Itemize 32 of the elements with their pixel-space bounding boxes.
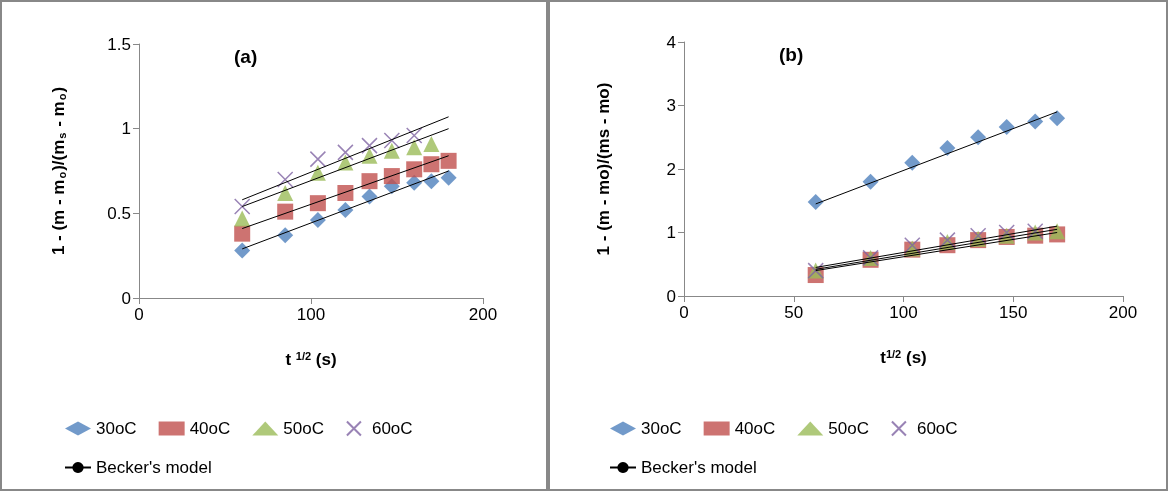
y-tick-label: 4 bbox=[666, 32, 676, 52]
chart-title: (b) bbox=[779, 44, 804, 65]
legend-label: 60oC bbox=[916, 419, 958, 438]
legend-label: 50oC bbox=[283, 419, 324, 438]
y-tick-label: 3 bbox=[666, 96, 676, 115]
legend-label: 40oC bbox=[189, 419, 231, 438]
x-tick-label: 0 bbox=[134, 305, 144, 324]
x-tick-label: 50 bbox=[784, 303, 804, 322]
x-tick-label: 200 bbox=[468, 305, 498, 324]
legend-label: Becker's model bbox=[641, 458, 757, 477]
y-tick-label: 0 bbox=[121, 288, 131, 308]
x-tick-label: 200 bbox=[1108, 303, 1138, 322]
legend-label: 40oC bbox=[734, 419, 776, 438]
y-axis-title: 1 - (m - mo)/(ms - mo) bbox=[49, 86, 68, 256]
y-tick-label: 1 bbox=[121, 119, 131, 139]
legend-label: 50oC bbox=[828, 419, 869, 438]
y-tick-label: 0 bbox=[666, 286, 676, 306]
x-tick-label: 150 bbox=[999, 303, 1028, 322]
x-tick-label: 100 bbox=[296, 305, 326, 324]
y-tick-label: 2 bbox=[666, 159, 676, 179]
x-tick-label: 0 bbox=[679, 303, 689, 322]
x-axis-title: t 1/2 (s) bbox=[285, 349, 337, 370]
legend-label: 30oC bbox=[641, 419, 682, 438]
x-tick-label: 100 bbox=[889, 303, 918, 322]
legend-label: 30oC bbox=[96, 419, 137, 438]
legend-label: Becker's model bbox=[96, 458, 212, 477]
y-axis-title: 1 - (m - mo)/(ms - mo) bbox=[594, 82, 613, 256]
y-tick-label: 0.5 bbox=[107, 203, 131, 223]
chart-title: (a) bbox=[234, 46, 258, 67]
y-tick-label: 1.5 bbox=[107, 34, 131, 54]
legend-label: 60oC bbox=[371, 419, 413, 438]
y-tick-label: 1 bbox=[666, 223, 676, 242]
